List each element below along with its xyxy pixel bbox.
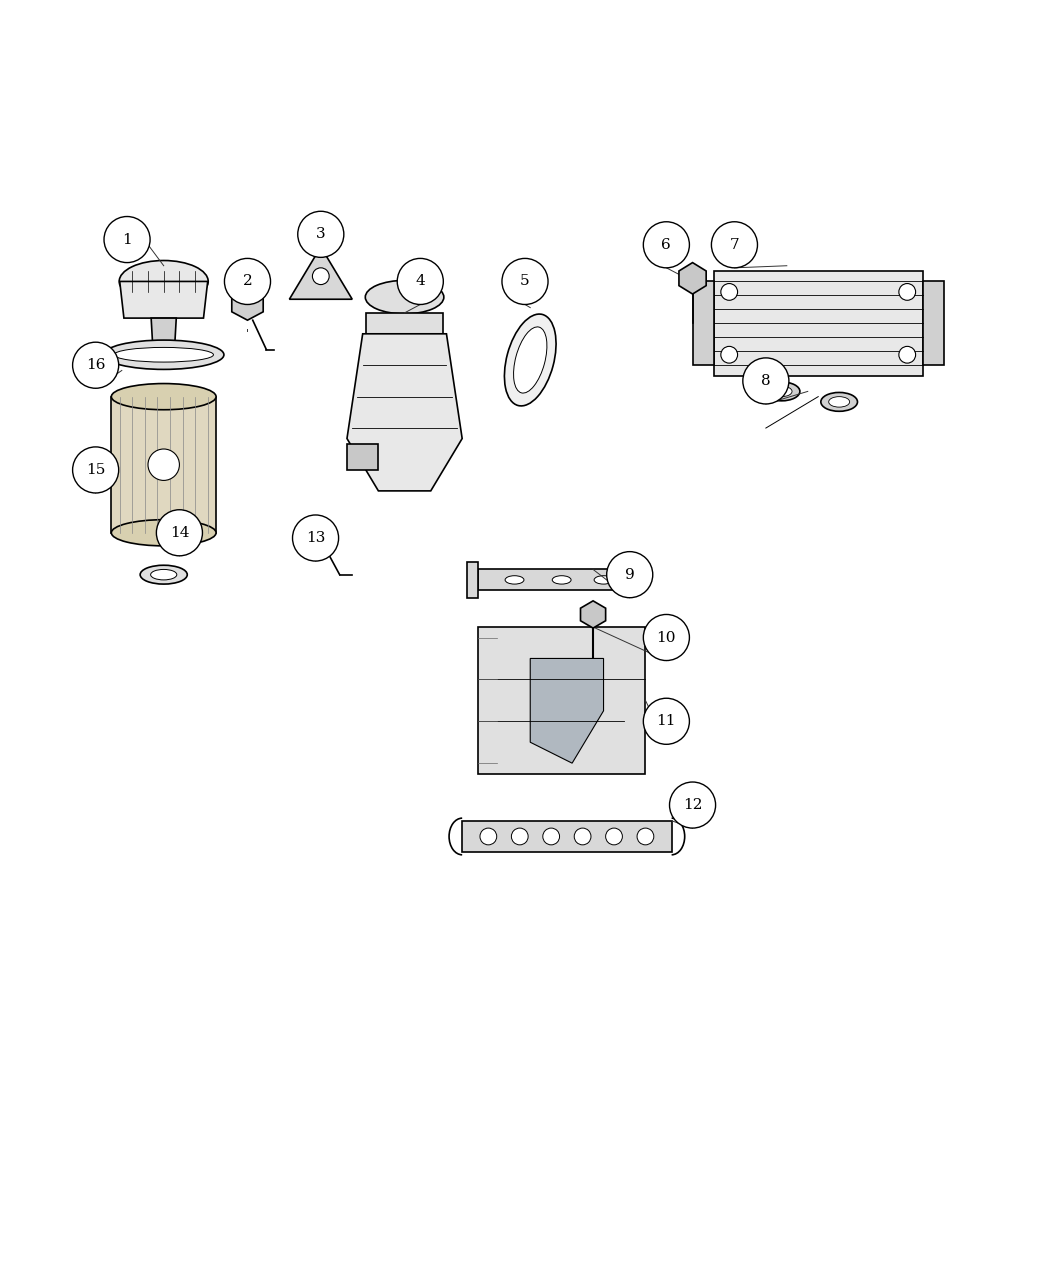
FancyBboxPatch shape [714,272,923,376]
Circle shape [574,827,591,845]
Circle shape [644,222,690,268]
Circle shape [313,268,329,284]
Polygon shape [462,821,672,852]
Polygon shape [478,570,640,590]
Text: 6: 6 [662,238,671,251]
Circle shape [637,827,654,845]
Circle shape [397,259,443,305]
Circle shape [721,347,737,363]
Ellipse shape [552,576,571,584]
Text: 8: 8 [761,374,771,388]
Ellipse shape [111,520,216,546]
Text: 4: 4 [416,274,425,288]
Polygon shape [467,562,478,598]
Ellipse shape [828,397,849,407]
Circle shape [644,699,690,745]
Text: 10: 10 [656,631,676,644]
Circle shape [899,347,916,363]
Ellipse shape [111,384,216,409]
Circle shape [72,342,119,389]
Text: 9: 9 [625,567,634,581]
Ellipse shape [505,576,524,584]
Text: 16: 16 [86,358,105,372]
Circle shape [104,217,150,263]
Ellipse shape [120,260,208,302]
Polygon shape [478,627,646,774]
Ellipse shape [365,280,444,314]
Text: 13: 13 [306,530,326,544]
Polygon shape [309,523,333,550]
Text: 15: 15 [86,463,105,477]
Ellipse shape [763,382,800,400]
Ellipse shape [594,576,613,584]
Ellipse shape [504,314,556,405]
Circle shape [502,259,548,305]
Circle shape [293,515,338,561]
Circle shape [742,358,789,404]
Polygon shape [346,334,462,491]
Circle shape [721,283,737,301]
Text: 3: 3 [316,227,326,241]
Text: 7: 7 [730,238,739,251]
Ellipse shape [771,386,792,397]
Polygon shape [120,282,208,317]
Polygon shape [290,247,352,300]
Polygon shape [679,263,707,295]
Circle shape [606,827,623,845]
Text: 5: 5 [520,274,530,288]
Circle shape [225,259,271,305]
Circle shape [148,449,180,481]
Circle shape [644,615,690,660]
Ellipse shape [114,347,213,362]
Polygon shape [581,601,606,629]
Text: 1: 1 [122,232,132,246]
Polygon shape [151,317,176,354]
Circle shape [72,448,119,493]
Circle shape [607,552,653,598]
Polygon shape [232,287,264,320]
FancyBboxPatch shape [111,397,216,533]
Text: 14: 14 [170,525,189,539]
Ellipse shape [150,570,176,580]
Circle shape [670,782,716,827]
Text: 11: 11 [656,714,676,728]
Polygon shape [346,444,378,470]
Polygon shape [923,282,944,365]
Circle shape [899,283,916,301]
Polygon shape [530,658,604,764]
Ellipse shape [513,326,547,393]
Text: 12: 12 [682,798,702,812]
Circle shape [298,212,343,258]
Ellipse shape [140,565,187,584]
Circle shape [480,827,497,845]
Text: 2: 2 [243,274,252,288]
Ellipse shape [821,393,858,412]
Circle shape [511,827,528,845]
Circle shape [712,222,757,268]
Circle shape [156,510,203,556]
Ellipse shape [104,340,224,370]
Polygon shape [693,282,714,365]
Circle shape [543,827,560,845]
Polygon shape [365,312,443,335]
